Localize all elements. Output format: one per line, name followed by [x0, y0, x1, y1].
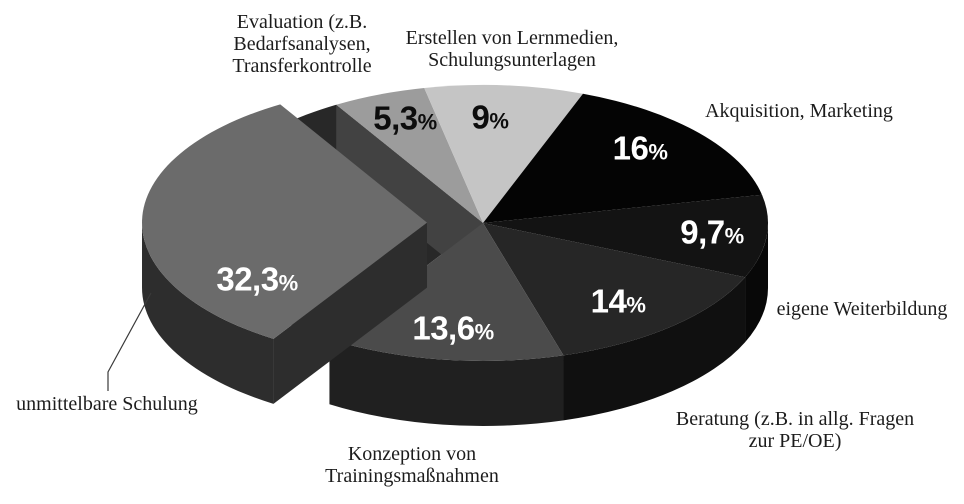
pie-rim-6: [142, 222, 274, 404]
pie-rim-3: [745, 223, 768, 343]
pie-slice-5: [329, 223, 564, 361]
pie-slice-2: [483, 93, 762, 224]
pie-slice-4: [483, 223, 746, 356]
pie-cut-wall-exploded: [273, 222, 428, 404]
pie-slice-0: [336, 87, 483, 223]
pie-slice-6: [142, 104, 428, 339]
pie-slice-1: [424, 85, 583, 223]
leader-line: [107, 292, 152, 391]
pie-cut-wall-main: [336, 104, 483, 289]
pie-slice-3: [483, 194, 769, 278]
pie-rim-4: [563, 277, 746, 421]
pie-rim-5: [329, 339, 564, 426]
